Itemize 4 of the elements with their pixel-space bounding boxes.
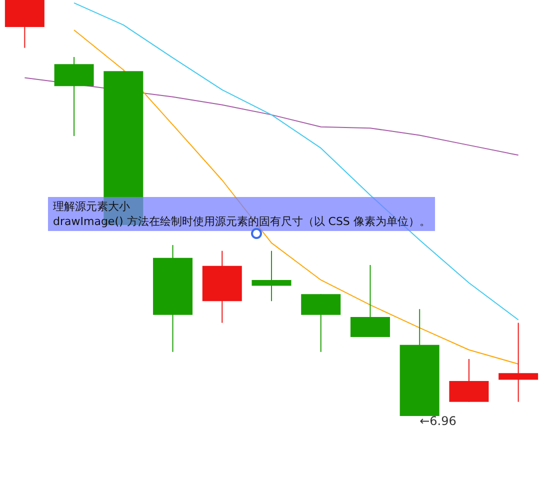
tooltip-panel: 理解源元素大小 drawImage() 方法在绘制时使用源元素的固有尺寸（以 CSS 像素为单位）。 bbox=[48, 197, 436, 231]
candlestick bbox=[252, 250, 292, 302]
candlestick bbox=[498, 322, 538, 402]
annotation: ←6.96 bbox=[420, 414, 456, 428]
